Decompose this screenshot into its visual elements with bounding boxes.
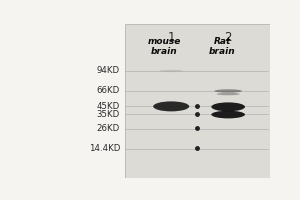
Ellipse shape: [217, 93, 240, 95]
Ellipse shape: [160, 70, 183, 72]
Text: 26KD: 26KD: [97, 124, 120, 133]
Text: 35KD: 35KD: [97, 110, 120, 119]
Ellipse shape: [153, 101, 189, 111]
Ellipse shape: [214, 89, 242, 93]
Ellipse shape: [211, 111, 245, 118]
Text: 2: 2: [224, 31, 232, 44]
Text: 14.4KD: 14.4KD: [89, 144, 120, 153]
Bar: [125, 24, 270, 178]
Ellipse shape: [211, 102, 245, 111]
Text: 94KD: 94KD: [97, 66, 120, 75]
Text: 66KD: 66KD: [97, 86, 120, 95]
Text: mouse
brain: mouse brain: [148, 37, 181, 56]
Text: 45KD: 45KD: [97, 102, 120, 111]
Text: Rat
brain: Rat brain: [209, 37, 236, 56]
Text: 1: 1: [167, 31, 175, 44]
